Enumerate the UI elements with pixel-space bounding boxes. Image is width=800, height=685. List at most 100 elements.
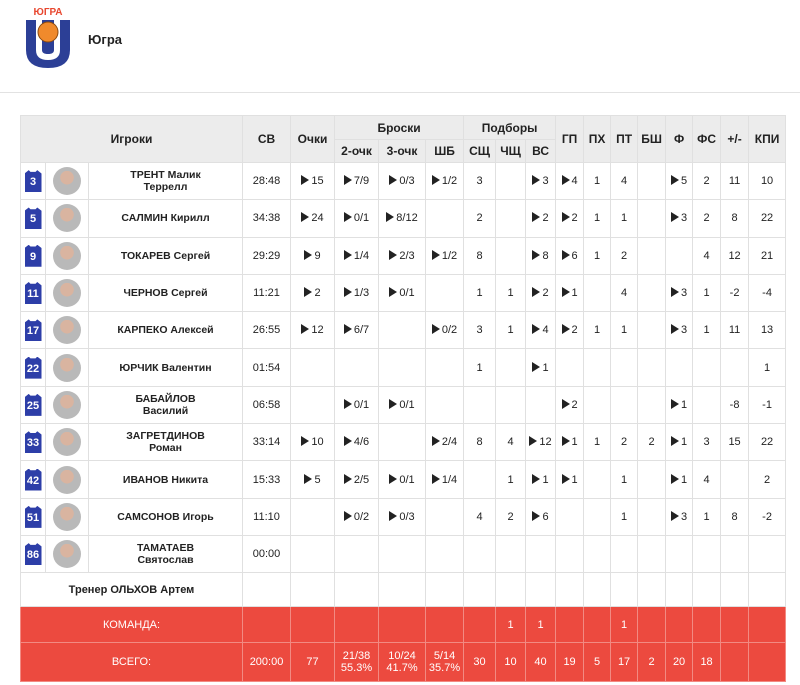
stat-cell (290, 606, 336, 644)
stat-cell: 1 (463, 273, 497, 313)
coach-row: Тренер ОЛЬХОВ Артем (19, 572, 787, 608)
player-photo (53, 353, 81, 382)
player-photo (53, 502, 81, 531)
stat-cell: 1 (463, 348, 497, 387)
stat-cell (692, 606, 722, 644)
stat-value: 2 (476, 212, 483, 225)
stat-value: 1 (562, 474, 578, 486)
stat-cell (425, 497, 465, 536)
stat-cell: 2 (637, 423, 667, 462)
stat-value: 1 (507, 287, 514, 300)
photo-cell (45, 423, 89, 462)
col-header: Подборы (463, 115, 557, 140)
stat-value: 4 (621, 175, 628, 188)
stat-value: 11:21 (253, 287, 280, 300)
stat-cell (495, 161, 527, 201)
stat-cell: 0/1 (378, 385, 427, 425)
player-row: 42 ИВАНОВ Никита 15:33 5 2/5 0/1 1/4 1 1 1 1 1 4 2 (20, 460, 787, 499)
number-cell: 11 (20, 273, 46, 313)
stat-value: 1 (594, 436, 601, 449)
stat-cell: 1 (583, 423, 612, 462)
stat-cell: 2/3 (378, 236, 427, 275)
stat-value: 1/2 (432, 175, 457, 187)
stat-value: 40 (534, 656, 547, 669)
stat-cell: 1/4 (334, 236, 380, 275)
number-cell: 17 (20, 311, 46, 350)
name-line: ИВАНОВ Никита (122, 473, 209, 486)
stat-value: 200:00 (249, 656, 284, 669)
stat-value: 1 (703, 324, 710, 337)
stat-cell: 2 (610, 423, 639, 462)
stat-cell: 0/2 (334, 497, 380, 536)
stat-value: 1 (671, 399, 687, 411)
stat-value: 6 (532, 511, 548, 523)
stat-cell: 2/5 (334, 460, 380, 499)
player-row: 86 ТАМАТАЕВ Святослав 00:00 (20, 534, 787, 574)
stat-cell: -8 (720, 385, 750, 425)
stat-cell: 10/24 41.7% (378, 642, 427, 683)
stat-value: 22 (760, 212, 774, 225)
stat-value: 0/3 (389, 175, 414, 187)
stat-value: 2 (621, 436, 628, 449)
stat-cell: 15 (290, 161, 336, 201)
number-cell: 86 (20, 534, 46, 574)
coach-name: Тренер ОЛЬХОВ Артем (19, 572, 244, 608)
player-row: 33 ЗАГРЕТДИНОВ Роман 33:14 10 4/6 2/4 8 4 12 1 1 2 2 1… (20, 423, 787, 462)
stat-value: 1 (507, 618, 514, 631)
photo-cell (45, 236, 89, 275)
stat-cell (637, 161, 667, 201)
stat-cell: 3 (525, 161, 557, 201)
stat-cell: 3 (665, 311, 694, 350)
stat-value: 4 (562, 175, 578, 187)
stat-cell: 22 (748, 423, 787, 462)
stat-value: 1 (621, 473, 628, 486)
stat-cell: 21 (748, 236, 787, 275)
stat-cell: 2 (525, 199, 557, 238)
stat-value: 3 (476, 175, 483, 188)
player-name: ТАМАТАЕВ Святослав (87, 534, 244, 574)
empty-cell (720, 572, 750, 608)
stat-value: 2/5 (344, 474, 369, 486)
stat-cell (637, 199, 667, 238)
stat-value: 55.3% (340, 662, 373, 675)
stat-value: 1 (764, 361, 771, 374)
stat-cell (555, 497, 585, 536)
stat-value: 4 (621, 287, 628, 300)
player-row: 11 ЧЕРНОВ Сергей 11:21 2 1/3 0/1 1 1 2 1 4 3 1 -2 -4 (20, 273, 787, 313)
stat-cell: 13 (748, 311, 787, 350)
stat-cell: 6/7 (334, 311, 380, 350)
stat-cell (334, 534, 380, 574)
stat-value: 17 (617, 656, 631, 669)
stat-value: 06:58 (252, 398, 281, 411)
name-line: КАРПЕКО Алексей (117, 324, 214, 337)
empty-cell (495, 572, 527, 608)
empty-cell (334, 572, 380, 608)
stat-value: 33:14 (252, 436, 281, 449)
stat-cell: 2 (463, 199, 497, 238)
name-line: Террелл (143, 181, 188, 194)
stat-cell: 3 (463, 311, 497, 350)
empty-cell (665, 572, 694, 608)
photo-cell (45, 348, 89, 387)
stat-cell (425, 273, 465, 313)
stat-value: 5 (671, 175, 687, 187)
stat-value: 8 (476, 436, 483, 449)
stat-cell: 6 (525, 497, 557, 536)
stat-cell: 2 (748, 460, 787, 499)
stat-cell: 8 (463, 423, 497, 462)
stat-cell (720, 534, 750, 574)
stat-value: 1 (507, 473, 514, 486)
stat-cell: 01:54 (242, 348, 292, 387)
stat-value: 1 (621, 618, 628, 631)
stat-cell (720, 348, 750, 387)
stat-cell: 30 (463, 642, 497, 683)
stat-cell: 11 (720, 311, 750, 350)
stat-value: 1/4 (432, 474, 457, 486)
stat-value: 1 (532, 474, 548, 486)
stat-value: 1 (532, 362, 548, 374)
player-name: ЮРЧИК Валентин (87, 348, 244, 387)
stat-cell (463, 385, 497, 425)
player-number: 11 (24, 282, 42, 305)
stat-value: 30 (473, 656, 486, 669)
stat-cell: -2 (748, 497, 787, 536)
